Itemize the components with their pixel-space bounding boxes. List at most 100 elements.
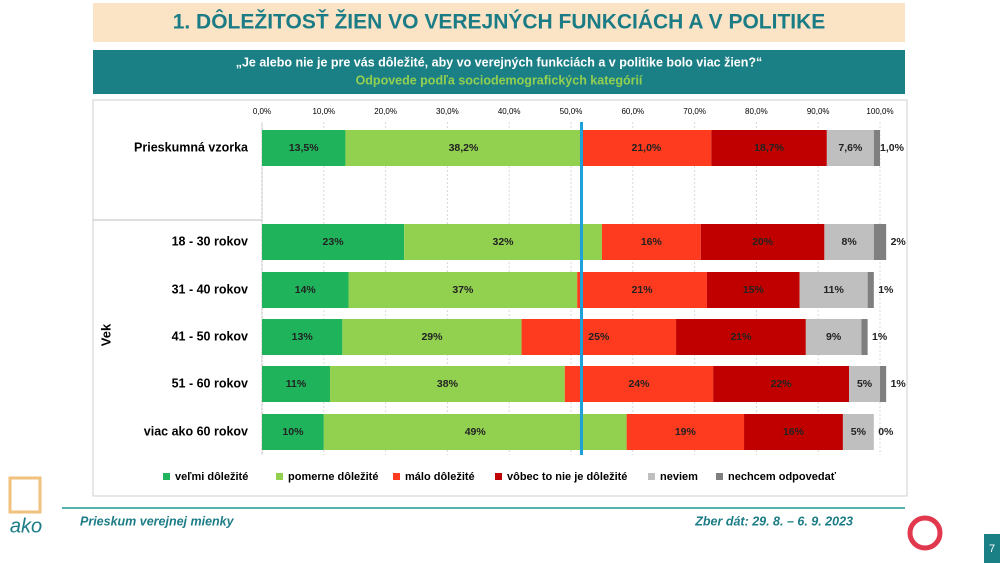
value-label: 22% [771, 378, 793, 390]
bar-segment [345, 130, 582, 166]
value-label: 1% [891, 378, 907, 390]
legend-label: vôbec to nie je dôležité [507, 471, 627, 483]
value-label: 5% [857, 378, 873, 390]
bar-segment [262, 224, 405, 260]
bar-segment [262, 319, 343, 355]
x-tick-label: 100,0% [866, 107, 893, 116]
legend-swatch [716, 473, 723, 480]
slide-title: 1. DÔLEŽITOSŤ ŽIEN VO VEREJNÝCH FUNKCIÁC… [173, 10, 826, 34]
value-label: 49% [465, 426, 487, 438]
bar-segment [404, 224, 602, 260]
value-label: 14% [295, 284, 317, 296]
bar-segment [700, 224, 825, 260]
x-tick-label: 80,0% [745, 107, 768, 116]
bar-segment [581, 130, 712, 166]
legend-label: veľmi dôležité [175, 471, 248, 483]
x-tick-label: 20,0% [374, 107, 397, 116]
bar-segment [867, 272, 874, 308]
footer-survey: Prieskum verejnej mienky [80, 514, 235, 528]
bar-segment [711, 130, 827, 166]
value-label: 8% [842, 236, 858, 248]
bar-segment [873, 130, 880, 166]
page-number: 7 [989, 543, 995, 555]
bar-segment [676, 319, 806, 355]
value-label: 24% [628, 378, 650, 390]
bar-segment [262, 272, 349, 308]
x-tick-label: 40,0% [498, 107, 521, 116]
value-label: 10% [282, 426, 304, 438]
value-label: 1,0% [880, 142, 905, 154]
value-label: 1% [872, 331, 888, 343]
bar-segment [262, 414, 324, 450]
value-label: 16% [783, 426, 805, 438]
bar-segment [744, 414, 843, 450]
bar-segment [713, 366, 850, 402]
category-label: 41 - 50 rokov [172, 329, 248, 343]
bar-segment [564, 366, 714, 402]
footer-date: Zber dát: 29. 8. – 6. 9. 2023 [694, 514, 853, 528]
logo-mark [8, 476, 42, 514]
group-label: Vek [98, 323, 113, 346]
logo-text: ako [10, 515, 42, 537]
value-label: 38,2% [449, 142, 479, 154]
legend-swatch [276, 473, 283, 480]
value-label: 21% [730, 331, 752, 343]
value-label: 7,6% [838, 142, 863, 154]
legend-swatch [163, 473, 170, 480]
value-label: 25% [588, 331, 610, 343]
bar-segment [521, 319, 677, 355]
value-label: 11% [823, 284, 844, 296]
bar-segment [626, 414, 745, 450]
x-tick-label: 70,0% [683, 107, 706, 116]
legend-swatch [648, 473, 655, 480]
bar-segment [873, 224, 887, 260]
value-label: 18,7% [754, 142, 784, 154]
value-label: 9% [826, 331, 842, 343]
value-label: 5% [851, 426, 867, 438]
value-label: 38% [437, 378, 459, 390]
value-label: 13,5% [289, 142, 319, 154]
category-label: Prieskumná vzorka [134, 140, 249, 154]
category-label: 31 - 40 rokov [172, 282, 248, 296]
value-label: 23% [323, 236, 345, 248]
value-label: 16% [641, 236, 663, 248]
bar-segment [342, 319, 522, 355]
legend-label: pomerne dôležité [288, 471, 378, 483]
value-label: 19% [675, 426, 697, 438]
legend-label: nechcem odpovedať [728, 471, 837, 483]
bar-segment [323, 414, 627, 450]
bar-segment [824, 224, 874, 260]
x-tick-label: 0,0% [253, 107, 271, 116]
legend-swatch [393, 473, 400, 480]
subtitle: Odpovede podľa sociodemografických kateg… [356, 73, 643, 87]
bar-segment [842, 414, 874, 450]
bar-segment [849, 366, 880, 402]
value-label: 29% [421, 331, 443, 343]
legend-label: neviem [660, 471, 698, 483]
bar-segment [601, 224, 701, 260]
x-tick-label: 30,0% [436, 107, 459, 116]
value-label: 15% [743, 284, 765, 296]
x-tick-label: 10,0% [312, 107, 335, 116]
category-label: 51 - 60 rokov [172, 376, 248, 390]
value-label: 20% [752, 236, 774, 248]
bar-segment [706, 272, 800, 308]
x-tick-label: 50,0% [560, 107, 583, 116]
value-label: 21% [632, 284, 654, 296]
page-badge [984, 534, 1000, 563]
value-label: 1% [878, 284, 894, 296]
bar-segment [262, 366, 330, 402]
category-label: viac ako 60 rokov [144, 424, 248, 438]
x-tick-label: 90,0% [807, 107, 830, 116]
bar-segment [262, 130, 346, 166]
value-label: 13% [292, 331, 314, 343]
value-label: 37% [452, 284, 474, 296]
bar-segment [577, 272, 707, 308]
value-label: 0% [878, 426, 894, 438]
question-box [93, 50, 905, 94]
bar-segment [348, 272, 578, 308]
bar-segment [799, 272, 868, 308]
value-label: 2% [891, 236, 907, 248]
